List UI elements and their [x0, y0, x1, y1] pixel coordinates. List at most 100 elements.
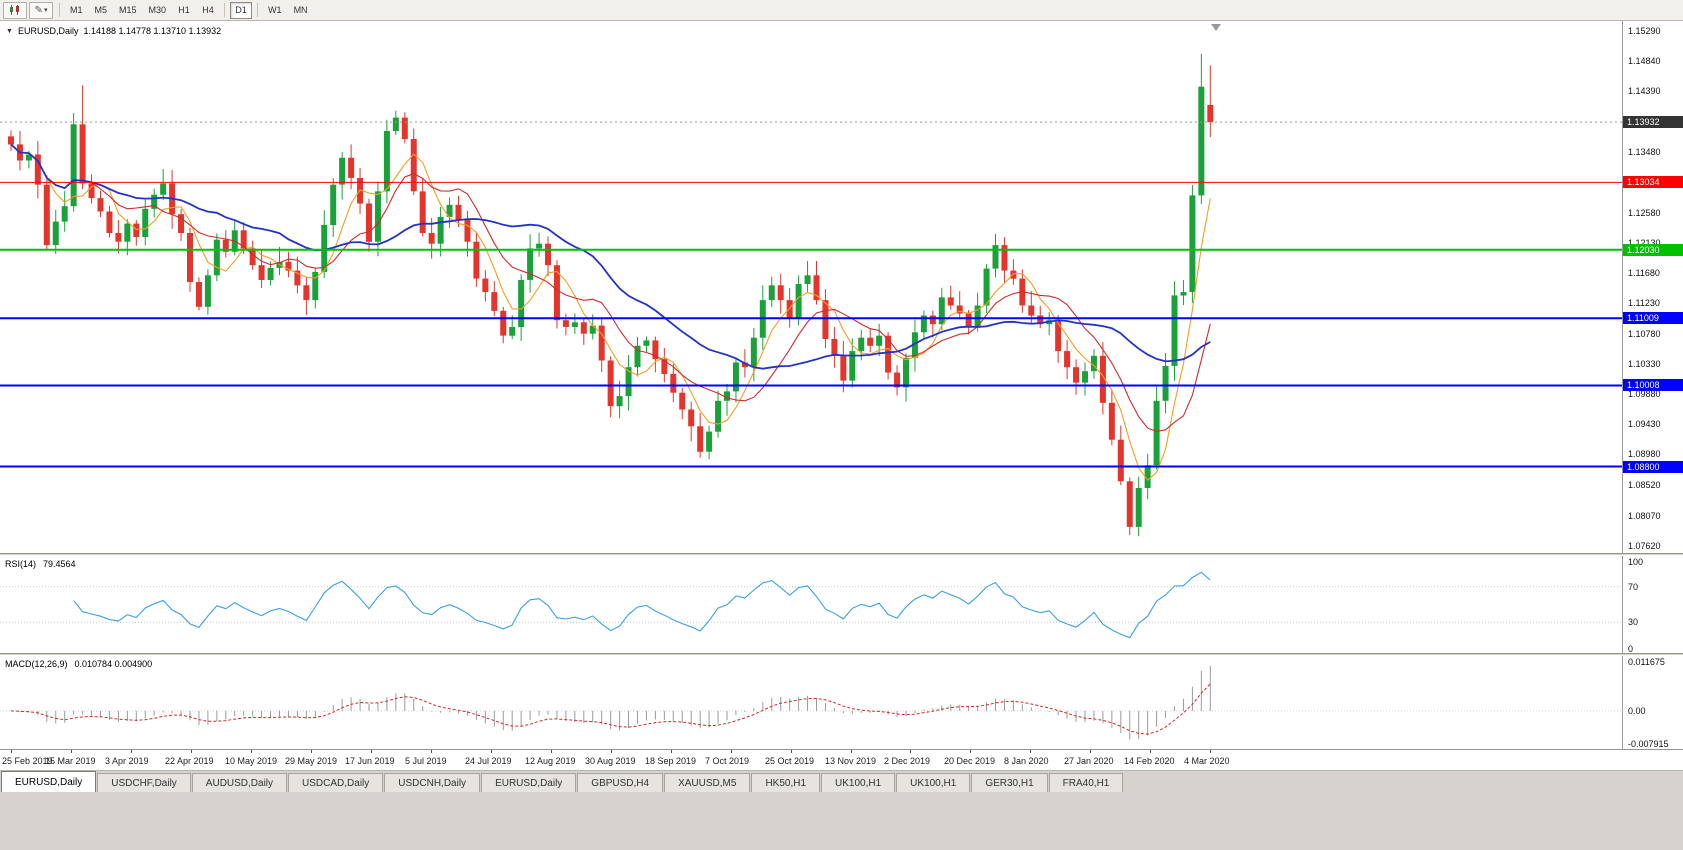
date-axis-label: 12 Aug 2019: [525, 756, 576, 766]
chart-tab-usdchf-daily[interactable]: USDCHF,Daily: [97, 773, 191, 792]
window-background: [0, 792, 1683, 850]
rsi-name: RSI(14): [5, 559, 37, 569]
rsi-line: [73, 571, 1211, 639]
macd-signal-line: [10, 683, 1211, 735]
date-axis-label: 3 Apr 2019: [105, 756, 149, 766]
date-axis-label: 10 May 2019: [225, 756, 278, 766]
macd-label: MACD(12,26,9) 0.010784 0.004900: [5, 659, 152, 669]
date-axis-label: 18 Sep 2019: [645, 756, 697, 766]
date-axis-label: 7 Oct 2019: [705, 756, 750, 766]
date-tick: [731, 750, 732, 753]
chart-tab-audusd-daily[interactable]: AUDUSD,Daily: [191, 773, 288, 792]
date-axis-label: 5 Jul 2019: [405, 756, 447, 766]
chart-tab-xauusd-m5[interactable]: XAUUSD,M5: [664, 773, 751, 792]
price-chart-canvas[interactable]: [0, 21, 1683, 553]
moving-average-5: [10, 143, 1211, 482]
timeframe-m1-button[interactable]: M1: [70, 5, 83, 15]
timeframe-m30-button[interactable]: M30: [148, 5, 167, 15]
date-tick: [491, 750, 492, 753]
rsi-value: 79.4564: [43, 559, 76, 569]
date-tick: [131, 750, 132, 753]
date-tick: [1150, 750, 1151, 753]
chart-tab-hk50-h1[interactable]: HK50,H1: [751, 773, 821, 792]
date-axis-label: 17 Jun 2019: [345, 756, 395, 766]
timeframe-h1-button[interactable]: H1: [178, 5, 190, 15]
symbol-name: EURUSD,Daily: [17, 26, 79, 36]
date-axis-label: 4 Mar 2020: [1184, 756, 1230, 766]
date-tick: [671, 750, 672, 753]
moving-average-24: [10, 143, 1211, 370]
chart-tab-uk100-h1[interactable]: UK100,H1: [821, 773, 896, 792]
date-tick: [551, 750, 552, 753]
rsi-label: RSI(14) 79.4564: [5, 559, 76, 569]
toolbar-separator: [59, 3, 60, 17]
chart-tab-gbpusd-h4[interactable]: GBPUSD,H4: [577, 773, 664, 792]
date-tick: [970, 750, 971, 753]
chart-tab-uk100-h1[interactable]: UK100,H1: [896, 773, 971, 792]
chart-tab-eurusd-daily[interactable]: EURUSD,Daily: [481, 773, 577, 792]
rsi-axis-separator: [1622, 556, 1623, 653]
date-axis-label: 2 Dec 2019: [884, 756, 931, 766]
date-tick: [371, 750, 372, 753]
chart-tab-bar: EURUSD,Daily USDCHF,Daily AUDUSD,Daily USDC…: [0, 770, 1683, 792]
date-axis-label: 13 Nov 2019: [825, 756, 877, 766]
chart-tab-usdcad-daily[interactable]: USDCAD,Daily: [288, 773, 384, 792]
date-tick: [910, 750, 911, 753]
chevron-down-icon: ▾: [43, 7, 48, 14]
timeframe-h4-button[interactable]: H4: [202, 5, 214, 15]
chart-tab-ger30-h1[interactable]: GER30,H1: [971, 773, 1048, 792]
main-chart-panel: ▼ EURUSD,Daily 1.14188 1.14778 1.13710 1…: [0, 21, 1683, 553]
date-axis-label: 20 Dec 2019: [944, 756, 996, 766]
macd-axis-separator: [1622, 656, 1623, 749]
date-tick: [191, 750, 192, 753]
timeframe-m5-button[interactable]: M5: [94, 5, 108, 15]
time-axis[interactable]: 25 Feb 2019 15 Mar 2019 3 Apr 2019 22 Apr 2…: [0, 749, 1683, 770]
chart-tab-fra40-h1[interactable]: FRA40,H1: [1048, 773, 1124, 792]
date-axis-label: 15 Mar 2019: [45, 756, 96, 766]
date-axis-label: 29 May 2019: [285, 756, 338, 766]
panel-separator[interactable]: [0, 553, 1683, 556]
top-toolbar: ✎ ▾ M1 M5 M15 M30 H1 H4 D1 W1 MN: [0, 0, 1683, 21]
chart-window-icon[interactable]: [3, 1, 27, 19]
chart-tab-usdcnh-daily[interactable]: USDCNH,Daily: [384, 773, 481, 792]
date-tick: [791, 750, 792, 753]
mini-candles-icon: [10, 5, 19, 15]
ohlc-values: 1.14188 1.14778 1.13710 1.13932: [83, 26, 222, 36]
date-tick: [11, 750, 12, 753]
macd-name: MACD(12,26,9): [5, 659, 68, 669]
date-axis-label: 14 Feb 2020: [1124, 756, 1175, 766]
timeframe-d1-button[interactable]: D1: [230, 1, 253, 19]
timeframe-mn-button[interactable]: MN: [293, 5, 308, 15]
date-tick: [1090, 750, 1091, 753]
macd-values: 0.010784 0.004900: [74, 659, 153, 669]
timeframe-w1-button[interactable]: W1: [268, 5, 282, 15]
date-axis-label: 30 Aug 2019: [585, 756, 636, 766]
toolbar-separator: [257, 3, 259, 17]
chart-shift-marker-icon: [1211, 24, 1221, 31]
date-axis-label: 24 Jul 2019: [465, 756, 512, 766]
date-tick: [1210, 750, 1211, 753]
date-tick: [1030, 750, 1031, 753]
date-tick: [611, 750, 612, 753]
rsi-canvas[interactable]: [0, 556, 1683, 653]
toolbar-separator: [224, 3, 226, 17]
date-axis-label: 8 Jan 2020: [1004, 756, 1049, 766]
rsi-indicator-panel: RSI(14) 79.4564 100 70 30 0: [0, 556, 1683, 653]
date-tick: [251, 750, 252, 753]
pencil-icon: ✎: [34, 4, 43, 16]
symbol-dropdown-icon[interactable]: ▼: [6, 27, 13, 35]
moving-average-10: [10, 143, 1211, 432]
macd-canvas[interactable]: [0, 656, 1683, 749]
date-tick: [311, 750, 312, 753]
cursor-tool-button[interactable]: ✎ ▾: [29, 1, 53, 19]
date-axis-label: 27 Jan 2020: [1064, 756, 1114, 766]
chart-tab-eurusd-daily[interactable]: EURUSD,Daily: [1, 771, 97, 792]
panel-separator[interactable]: [0, 653, 1683, 656]
date-axis-label: 25 Oct 2019: [765, 756, 815, 766]
macd-indicator-panel: MACD(12,26,9) 0.010784 0.004900 0.011675…: [0, 656, 1683, 749]
date-axis-label: 25 Feb 2019: [2, 756, 53, 766]
date-tick: [431, 750, 432, 753]
timeframe-m15-button[interactable]: M15: [119, 5, 137, 15]
date-tick: [71, 750, 72, 753]
date-tick: [851, 750, 852, 753]
